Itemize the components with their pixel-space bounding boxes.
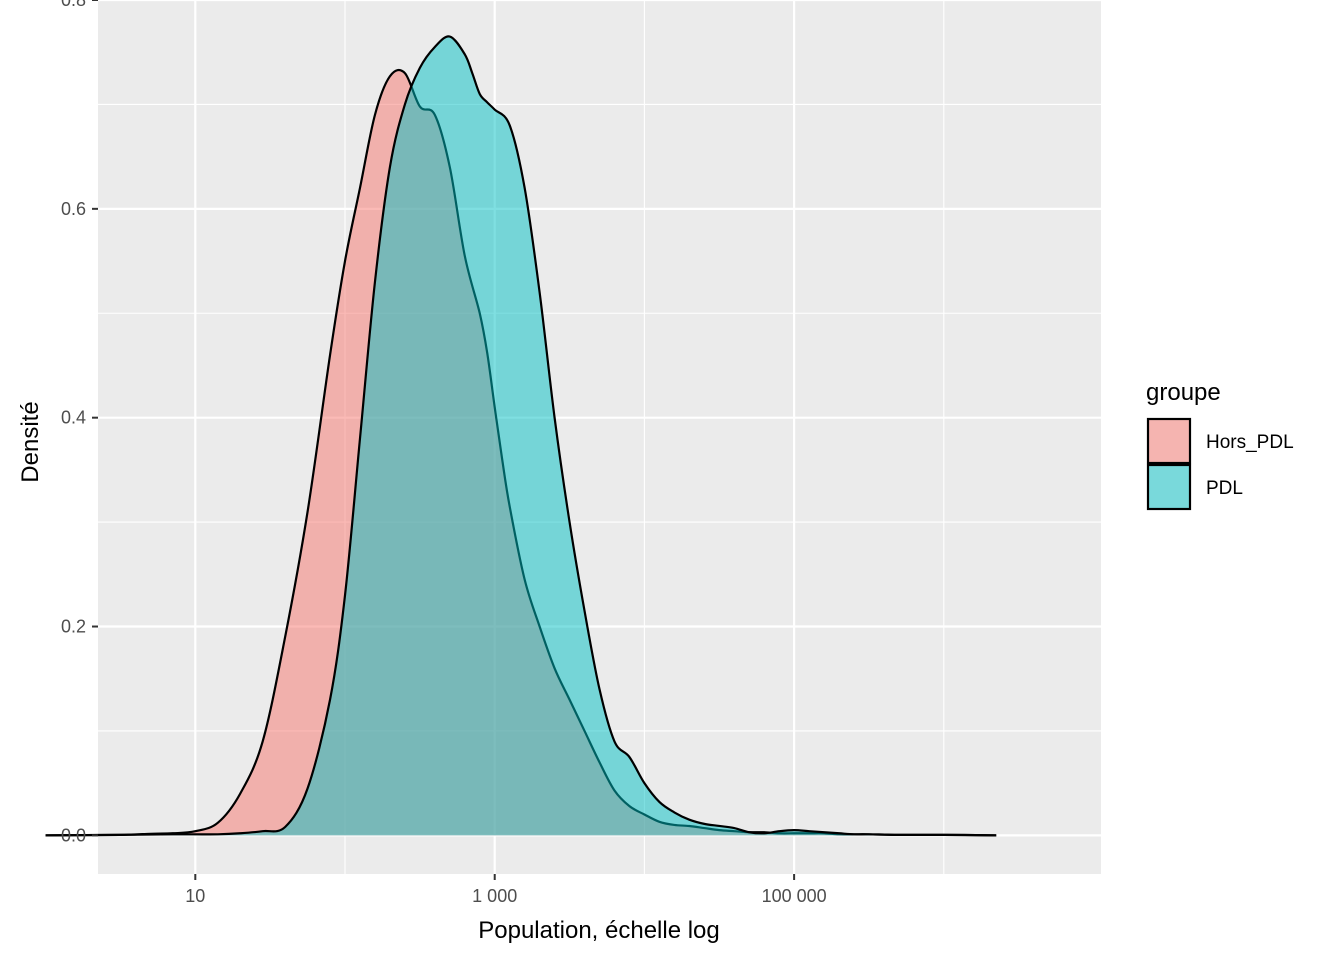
y-tick-label: 0.2 <box>61 617 86 637</box>
x-tick-label: 100 000 <box>762 886 827 906</box>
y-axis: 0.0 0.2 0.4 0.6 0.8 <box>61 0 98 845</box>
legend-label-pdl: PDL <box>1206 478 1243 499</box>
y-tick-label: 0.8 <box>61 0 86 10</box>
legend-key-hors-pdl <box>1146 417 1192 465</box>
y-axis-title: Densité <box>17 401 44 482</box>
legend-key-pdl <box>1146 463 1192 511</box>
x-axis: 10 1 000 100 000 <box>185 874 827 906</box>
legend-title: groupe <box>1146 379 1221 406</box>
x-tick-label: 1 000 <box>472 886 517 906</box>
density-areas <box>45 35 997 837</box>
density-area-pdl <box>45 36 997 836</box>
legend-label-hors-pdl: Hors_PDL <box>1206 432 1294 453</box>
y-tick-label: 0.0 <box>61 825 86 845</box>
x-tick-label: 10 <box>185 886 205 906</box>
density-line-pdl <box>45 35 997 837</box>
y-tick-label: 0.6 <box>61 199 86 219</box>
legend: groupe Hors_PDL PDL <box>1146 379 1294 511</box>
x-axis-title: Population, échelle log <box>478 917 720 944</box>
y-tick-label: 0.4 <box>61 408 86 428</box>
